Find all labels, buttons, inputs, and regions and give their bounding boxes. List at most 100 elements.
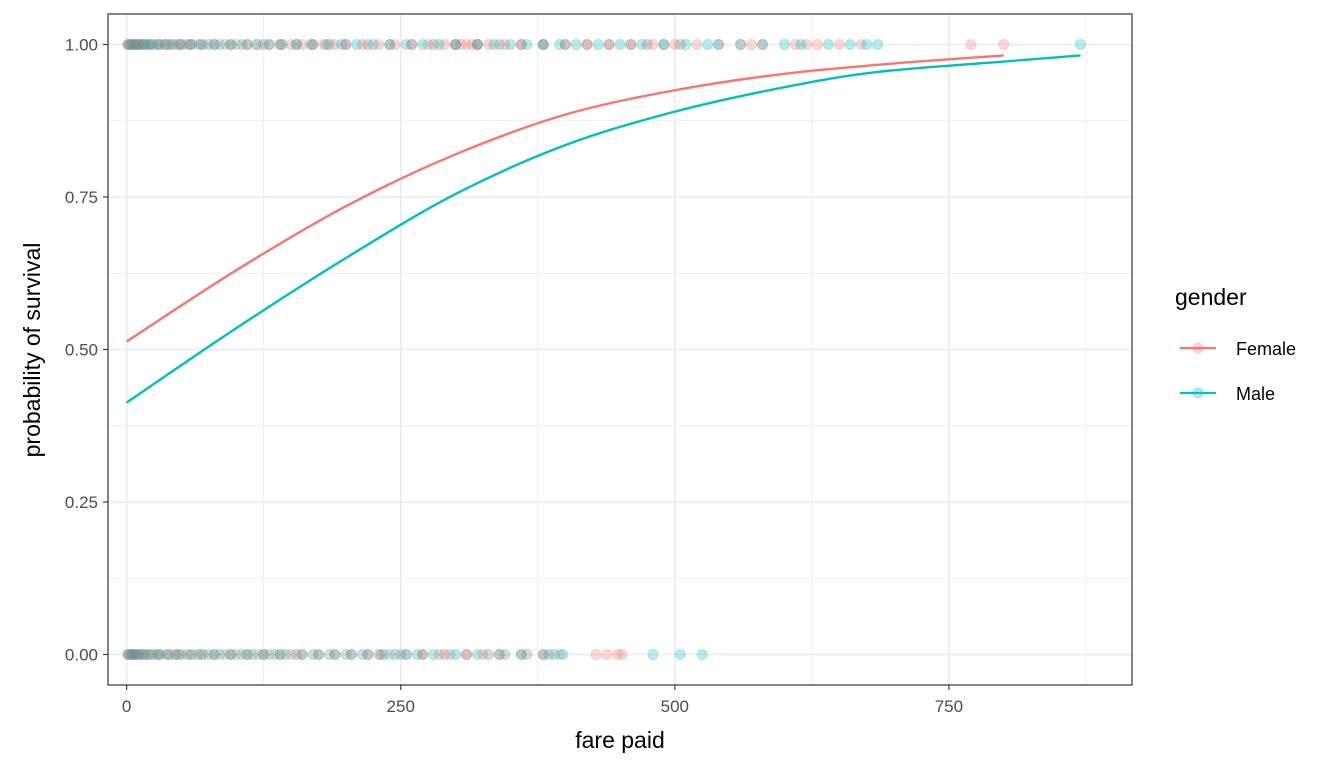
point-female-died [241,649,253,660]
point-male-survived [872,39,884,50]
point-overlap-died [184,649,196,660]
point-male-died [378,649,390,660]
point-male-survived [159,39,171,50]
point-overlap-died [128,649,140,660]
point-female-survived [581,39,593,50]
point-overlap-died [225,649,237,660]
point-female-died [384,649,396,660]
point-overlap-died [162,649,174,660]
legend-item-female: Female [1180,339,1296,359]
point-male-died [258,649,270,660]
point-female-survived [230,39,242,50]
point-female-died [345,649,357,660]
point-male-died [450,649,462,660]
point-male-died [280,649,292,660]
point-male-survived [658,39,670,50]
y-tick-label: 0.00 [65,646,98,665]
point-overlap-died [482,649,494,660]
point-female-survived [450,39,462,50]
point-female-died [140,649,152,660]
point-male-died [647,649,659,660]
point-female-survived [143,39,155,50]
point-overlap-died [417,649,429,660]
point-overlap-died [125,649,137,660]
point-overlap-survived [274,39,286,50]
point-overlap-survived [428,39,440,50]
point-female-survived [422,39,434,50]
point-male-survived [203,39,215,50]
point-male-survived [537,39,549,50]
point-male-died [269,649,281,660]
point-overlap-survived [145,39,157,50]
point-female-died [362,649,374,660]
point-overlap-survived [674,39,686,50]
point-female-survived [746,39,758,50]
point-female-survived [735,39,747,50]
point-female-survived [998,39,1010,50]
point-male-died [127,649,139,660]
point-male-died [151,649,163,660]
point-female-died [263,649,275,660]
point-female-survived [455,39,467,50]
point-male-survived [417,39,429,50]
point-female-died [601,649,613,660]
point-overlap-died [307,649,319,660]
point-overlap-survived [471,39,483,50]
point-male-survived [521,39,533,50]
point-female-survived [389,39,401,50]
point-female-survived [833,39,845,50]
point-male-died [548,649,560,660]
point-overlap-survived [515,39,527,50]
point-female-survived [471,39,483,50]
point-male-died [329,649,341,660]
point-male-survived [384,39,396,50]
point-overlap-died [241,649,253,660]
point-female-died [219,649,231,660]
y-axis-title: probability of survival [19,243,45,458]
point-overlap-survived [125,39,137,50]
point-male-died [132,649,144,660]
point-overlap-survived [195,39,207,50]
point-male-died [192,649,204,660]
point-female-died [444,649,456,660]
point-female-survived [515,39,527,50]
point-female-died [164,649,176,660]
y-tick-label: 1.00 [65,36,98,55]
point-overlap-died [258,649,270,660]
point-male-died [137,649,149,660]
point-overlap-died [340,649,352,660]
point-male-died [181,649,193,660]
point-male-survived [175,39,187,50]
point-overlap-died [173,649,185,660]
point-female-died [230,649,242,660]
point-overlap-died [138,649,150,660]
point-overlap-survived [362,39,374,50]
point-overlap-survived [138,39,150,50]
point-overlap-survived [537,39,549,50]
x-axis-title: fare paid [575,727,665,753]
point-female-died [329,649,341,660]
point-female-died [493,649,505,660]
point-male-survived [225,39,237,50]
point-male-survived [570,39,582,50]
point-female-survived [800,39,812,50]
point-male-died [214,649,226,660]
point-male-survived [713,39,725,50]
point-female-died [285,649,297,660]
point-female-died [252,649,264,660]
point-overlap-survived [133,39,145,50]
y-tick-label: 0.25 [65,493,98,512]
point-male-survived [167,39,179,50]
point-female-survived [356,39,368,50]
point-overlap-died [356,649,368,660]
point-female-died [123,649,135,660]
point-male-died [515,649,527,660]
point-male-survived [554,39,566,50]
point-male-died [143,649,155,660]
point-male-survived [861,39,873,50]
point-male-survived [488,39,500,50]
point-male-survived [822,39,834,50]
point-female-survived [252,39,264,50]
point-female-survived [340,39,352,50]
